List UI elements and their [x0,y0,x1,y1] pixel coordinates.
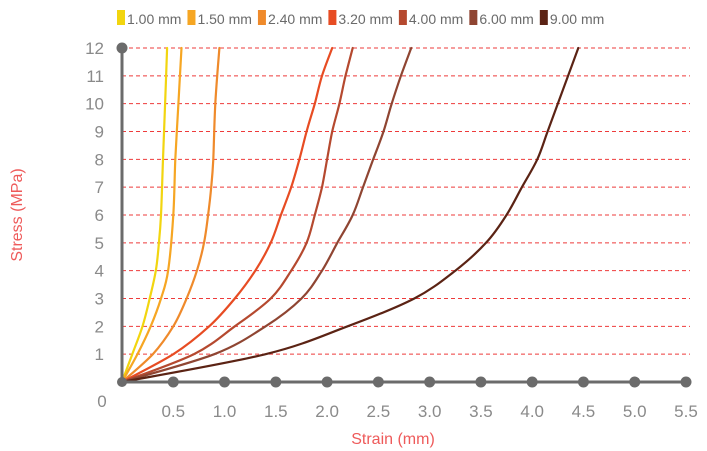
legend-swatch-1-00-mm [117,10,125,25]
x-tick-dot-3.0 [424,376,436,388]
legend-label-6-00-mm: 6.00 mm [479,11,533,27]
x-tick-dot-1.0 [219,376,231,388]
origin-label: 0 [97,392,106,411]
x-tick-label: 3.0 [418,402,442,421]
x-tick-dot-2.0 [321,376,333,388]
x-tick-dot-5.0 [629,376,641,388]
legend-swatch-6-00-mm [469,10,478,25]
legend-label-4-00-mm: 4.00 mm [409,11,463,27]
y-tick-label: 6 [95,206,104,225]
y-axis-title: Stress (MPa) [9,168,26,261]
x-tick-label: 3.5 [469,402,493,421]
series-line-2-40-mm [120,46,221,384]
y-tick-label: 11 [86,67,104,86]
x-tick-label: 5.5 [674,402,698,421]
y-tick-label: 8 [95,150,104,169]
series-line-4-00-mm [120,46,354,384]
x-axis-title: Strain (mm) [351,431,435,448]
legend-swatch-3-20-mm [328,10,337,25]
legend-swatch-4-00-mm [398,10,407,25]
series-line-1-50-mm [120,46,183,384]
y-tick-label: 2 [95,317,104,336]
series-line-1-00-mm [120,46,169,384]
x-tick-dot-0.5 [167,376,179,388]
tick-labels: 0.5 1.0 1.5 2.0 2.5 3.0 3.5 4.0 4.5 5.0 5.51234567… [85,39,698,421]
y-tick-label: 3 [95,290,104,309]
x-tick-label: 2.5 [367,402,391,421]
series-line-6-00-mm [120,46,413,384]
legend-label-1-00-mm: 1.00 mm [127,11,181,27]
x-tick-label: 2.0 [315,402,339,421]
y-tick-label: 4 [95,262,104,281]
x-tick-dot-4.0 [526,376,538,388]
legend-label-2-40-mm: 2.40 mm [268,11,322,27]
legend-swatch-1-50-mm [187,10,196,25]
x-tick-dot-2.5 [372,376,384,388]
legend-label-9-00-mm: 9.00 mm [550,11,604,27]
y-axis-end-dot [116,42,128,54]
origin-dot [117,377,127,387]
y-tick-label: 5 [95,234,104,253]
x-tick-label: 1.5 [264,402,288,421]
legend-swatch-9-00-mm [539,10,548,25]
x-tick-label: 5.0 [623,402,647,421]
series-line-3-20-mm [120,46,334,384]
axes [116,42,692,388]
legend-swatch-2-40-mm [257,10,266,25]
series-lines [120,46,580,384]
x-tick-dot-3.5 [475,376,487,388]
y-tick-label: 12 [85,39,104,58]
x-tick-label: 0.5 [161,402,185,421]
x-tick-dot-5.5 [680,376,692,388]
x-tick-dot-1.5 [270,376,282,388]
x-tick-label: 4.5 [572,402,596,421]
x-tick-label: 4.0 [520,402,544,421]
y-tick-label: 1 [95,345,104,364]
y-tick-label: 10 [85,95,104,114]
series-line-9-00-mm [120,46,580,384]
x-tick-label: 1.0 [213,402,237,421]
x-tick-dot-4.5 [577,376,589,388]
y-tick-label: 9 [95,123,104,142]
legend-label-1-50-mm: 1.50 mm [197,11,251,27]
grid-lines [122,47,690,355]
legend-label-3-20-mm: 3.20 mm [338,11,392,27]
legend: 1.00 mm 1.50 mm 2.40 mm 3.20 mm 4.00 mm 6.00 … [117,10,604,27]
y-tick-label: 7 [95,178,104,197]
